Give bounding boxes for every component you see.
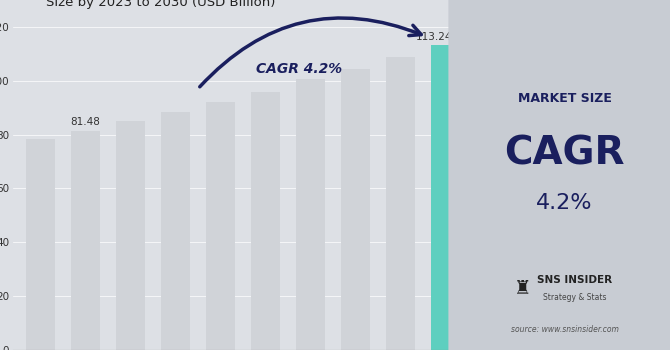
Text: 113.24(BN): 113.24(BN) <box>415 31 475 41</box>
Text: Size by 2023 to 2030 (USD Billion): Size by 2023 to 2030 (USD Billion) <box>46 0 275 9</box>
Text: Strategy & Stats: Strategy & Stats <box>543 293 607 302</box>
Bar <box>251 92 280 350</box>
Text: CAGR: CAGR <box>505 135 624 173</box>
Bar <box>431 45 460 350</box>
FancyBboxPatch shape <box>448 0 670 350</box>
Bar <box>295 79 325 350</box>
Bar <box>161 112 190 350</box>
Text: MARKET SIZE: MARKET SIZE <box>517 91 612 105</box>
Text: source: www.snsinsider.com: source: www.snsinsider.com <box>511 324 618 334</box>
Text: SNS INSIDER: SNS INSIDER <box>537 275 612 285</box>
Bar <box>341 69 370 350</box>
Bar <box>116 121 145 350</box>
Text: 4.2%: 4.2% <box>536 193 593 213</box>
Bar <box>386 57 415 350</box>
Text: CAGR 4.2%: CAGR 4.2% <box>257 62 342 76</box>
Bar <box>25 139 55 350</box>
Text: 81.48: 81.48 <box>70 117 100 127</box>
Text: ♜: ♜ <box>513 279 531 298</box>
Bar <box>71 131 100 350</box>
Bar <box>206 102 235 350</box>
